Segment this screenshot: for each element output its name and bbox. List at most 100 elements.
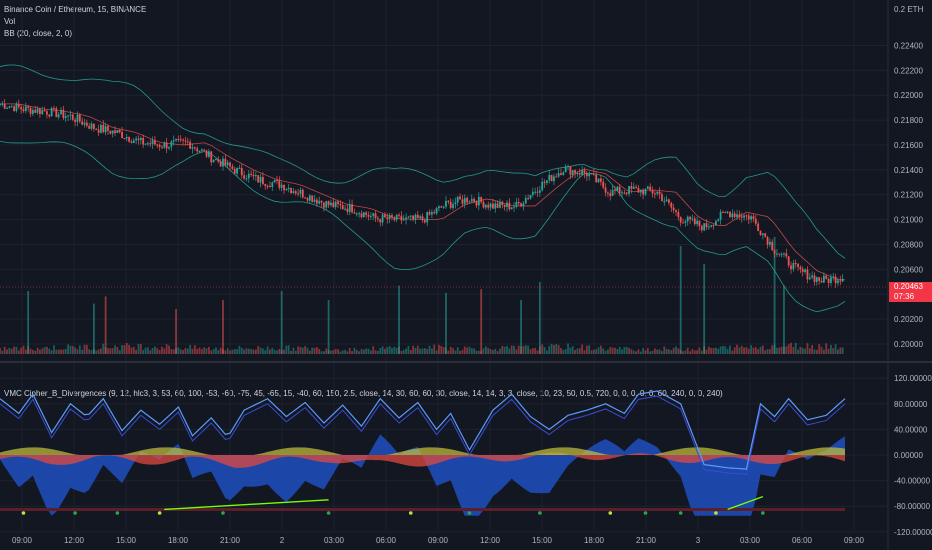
volume-bar <box>205 348 208 354</box>
candle-body <box>560 173 562 175</box>
candle-body <box>452 204 454 208</box>
candle-body <box>71 114 74 120</box>
candle-body <box>273 179 276 183</box>
volume-bar <box>614 347 616 354</box>
candle-body <box>672 207 675 211</box>
volume-bar <box>245 348 248 354</box>
candle-body <box>597 178 600 183</box>
candle-body <box>149 143 152 145</box>
candle-body <box>804 269 806 272</box>
volume-bar <box>208 346 210 354</box>
candle-body <box>203 149 206 151</box>
volume-bar <box>639 351 642 354</box>
osc-tick-label: -80.00000 <box>894 502 931 511</box>
candle-body <box>785 253 788 257</box>
candle-body <box>646 186 649 189</box>
volume-bar <box>353 347 356 354</box>
volume-bar <box>827 348 830 354</box>
oscillator <box>0 390 846 516</box>
volume-bar <box>477 350 480 354</box>
candle-body <box>156 144 159 146</box>
time-tick-label: 21:00 <box>220 536 241 545</box>
candle-body <box>36 108 39 113</box>
candle-body <box>487 204 490 208</box>
candle-body <box>801 269 804 272</box>
candle-body <box>271 182 274 188</box>
volume-bar <box>257 346 260 354</box>
volume-bar <box>757 349 760 354</box>
volume-bar <box>341 350 344 354</box>
chart-title[interactable]: Binance Coin / Ethereum, 15, BINANCE <box>4 5 147 14</box>
volume-bar <box>243 349 246 354</box>
candle-body <box>456 196 459 203</box>
candle-body <box>416 214 419 219</box>
candle-body <box>792 262 795 270</box>
volume-bar <box>83 344 86 354</box>
candle-body <box>154 140 156 145</box>
volume-bar <box>576 348 579 354</box>
candle-body <box>313 199 316 202</box>
countdown-value: 07:36 <box>894 292 915 301</box>
volume-spike <box>398 285 400 354</box>
candle-body <box>245 178 248 180</box>
volume-bar <box>323 351 325 354</box>
candle-body <box>442 206 445 208</box>
volume-bar <box>247 348 250 354</box>
candle-body <box>395 214 398 220</box>
volume-spike <box>773 237 776 354</box>
volume-bar <box>534 347 537 354</box>
volume-bar <box>454 350 457 354</box>
candle-body <box>325 201 328 208</box>
candle-body <box>778 253 781 255</box>
volume-bar <box>834 344 837 354</box>
candle-body <box>3 103 6 109</box>
candle-body <box>653 193 656 195</box>
candle-body <box>257 175 260 183</box>
volume-bar <box>210 350 213 354</box>
volume-bar <box>409 349 412 354</box>
candle-body <box>229 162 231 167</box>
signal-dot <box>221 511 225 515</box>
volume-bar <box>710 347 713 354</box>
candle-body <box>837 280 839 284</box>
volume-spike <box>480 289 483 354</box>
vmc-indicator-label[interactable]: VMC Cipher_B_Divergences (9, 12, hlc3, 3… <box>4 389 723 398</box>
bb-indicator-label[interactable]: BB (20, close, 2, 0) <box>4 29 73 38</box>
candle-body <box>175 139 177 141</box>
volume-spike <box>175 309 177 354</box>
candle-body <box>489 203 492 208</box>
candle-body <box>74 119 77 122</box>
candle-body <box>332 202 335 208</box>
candle-body <box>480 196 483 203</box>
volume-bar <box>325 348 328 354</box>
candle-body <box>501 201 504 205</box>
volume-bar <box>686 347 689 354</box>
candle-body <box>67 115 69 117</box>
volume-bar <box>618 346 621 354</box>
volume-bar <box>374 350 377 354</box>
volume-bar <box>503 346 506 354</box>
candle-body <box>492 203 494 209</box>
volume-bar <box>644 350 647 354</box>
candle-body <box>827 278 830 283</box>
candle-body <box>527 198 530 200</box>
candle-body <box>797 263 799 268</box>
candle-body <box>644 188 647 195</box>
candle-body <box>616 186 619 191</box>
candle-body <box>39 108 41 115</box>
candle-body <box>799 267 802 270</box>
volume-bar <box>522 346 525 354</box>
volume-bar <box>377 350 379 354</box>
candle-body <box>165 142 168 149</box>
candle-body <box>1 103 4 105</box>
candle-body <box>130 141 133 143</box>
price-tick-label: 0.22400 <box>894 41 923 50</box>
volume-spike <box>104 296 107 354</box>
volume-bar <box>362 349 365 354</box>
wave-line-2 <box>0 395 846 475</box>
volume-bar <box>151 347 154 354</box>
vol-indicator-label[interactable]: Vol <box>4 17 16 26</box>
candle-body <box>649 186 652 191</box>
volume-bar <box>637 349 640 354</box>
